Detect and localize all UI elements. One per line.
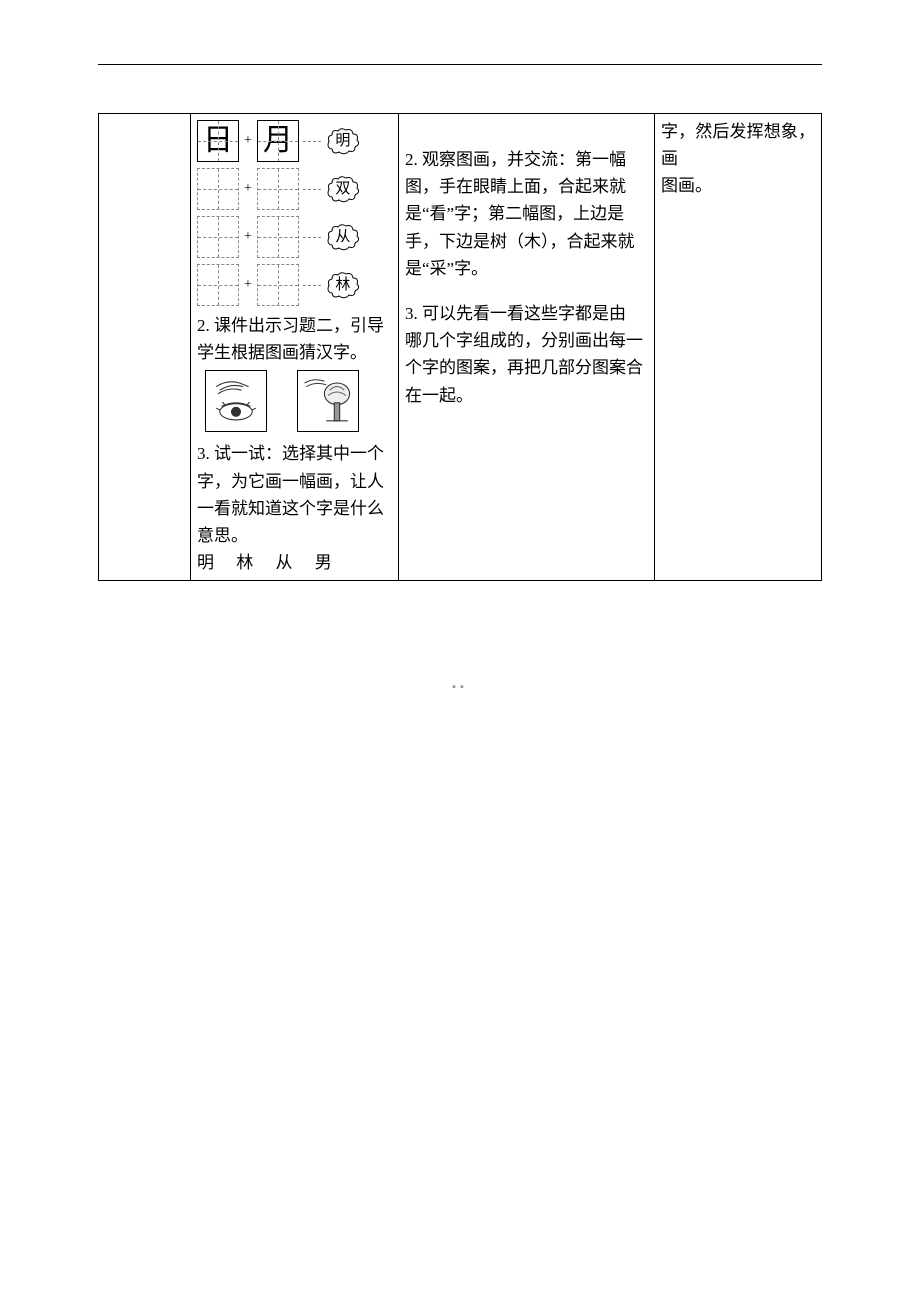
list-char: 从 [276, 553, 293, 572]
list-char: 明 [197, 553, 214, 572]
col3-p2: 2. 观察图画，并交流：第一幅图，手在眼睛上面，合起来就是“看”字；第二幅图，上… [405, 146, 648, 282]
page: 日 + 月 明 + [0, 0, 920, 693]
col2-p2: 2. 课件出示习题二，引导学生根据图画猜汉字。 [197, 312, 392, 366]
picture-hand-tree [297, 370, 359, 432]
cell-col2: 日 + 月 明 + [191, 114, 399, 581]
dash-connector [303, 189, 321, 190]
col2-p3: 3. 试一试：选择其中一个字，为它画一幅画，让人一看就知道这个字是什么意思。 [197, 440, 392, 549]
spacer [405, 282, 648, 300]
list-char: 男 [315, 553, 332, 572]
cloud-text: 双 [335, 177, 350, 201]
char-row: + 从 [197, 216, 392, 258]
plus-icon: + [243, 274, 253, 296]
char-row: + 林 [197, 264, 392, 306]
char-box-right [257, 264, 299, 306]
plus-icon: + [243, 130, 253, 152]
spacer [405, 118, 648, 146]
cloud-text: 林 [335, 273, 350, 297]
char-glyph: 日 [203, 117, 233, 165]
table-row: 日 + 月 明 + [99, 114, 822, 581]
cell-col1 [99, 114, 191, 581]
picture-row [205, 370, 392, 432]
char-box-right: 月 [257, 120, 299, 162]
char-box-left [197, 264, 239, 306]
cloud-text: 明 [335, 129, 350, 153]
col3-p3-line: 哪几个字组成的，分别画出每一 [405, 327, 648, 354]
col3-p3-line: 3. 可以先看一看这些字都是由 [405, 300, 648, 327]
char-box-right [257, 216, 299, 258]
col4-line2: 图画。 [661, 172, 815, 199]
dash-connector [303, 141, 321, 142]
cloud-label: 明 [325, 126, 361, 156]
col3-p3-line: 在一起。 [405, 382, 648, 409]
cloud-text: 从 [335, 225, 350, 249]
hand-eye-icon [209, 374, 263, 428]
col4-line1: 字，然后发挥想象，画 [661, 118, 815, 172]
plus-icon: + [243, 178, 253, 200]
char-box-left [197, 168, 239, 210]
char-glyph: 月 [263, 117, 293, 165]
char-list: 明 林 从 男 [197, 549, 392, 576]
lesson-table: 日 + 月 明 + [98, 113, 822, 581]
dash-connector [303, 285, 321, 286]
char-row: 日 + 月 明 [197, 120, 392, 162]
cell-col3: 2. 观察图画，并交流：第一幅图，手在眼睛上面，合起来就是“看”字；第二幅图，上… [399, 114, 655, 581]
col3-p3-line: 个字的图案，再把几部分图案合 [405, 354, 648, 381]
picture-hand-eye [205, 370, 267, 432]
char-box-right [257, 168, 299, 210]
cell-col4: 字，然后发挥想象，画 图画。 [655, 114, 822, 581]
cloud-label: 林 [325, 270, 361, 300]
footer-mark: ▪▪ [98, 681, 822, 693]
char-compose-block: 日 + 月 明 + [197, 120, 392, 306]
list-char: 林 [236, 553, 253, 572]
char-box-left [197, 216, 239, 258]
hand-tree-icon [301, 374, 355, 428]
char-box-left: 日 [197, 120, 239, 162]
char-row: + 双 [197, 168, 392, 210]
dash-connector [303, 237, 321, 238]
content: 日 + 月 明 + [98, 65, 822, 581]
cloud-label: 双 [325, 174, 361, 204]
plus-icon: + [243, 226, 253, 248]
cloud-label: 从 [325, 222, 361, 252]
